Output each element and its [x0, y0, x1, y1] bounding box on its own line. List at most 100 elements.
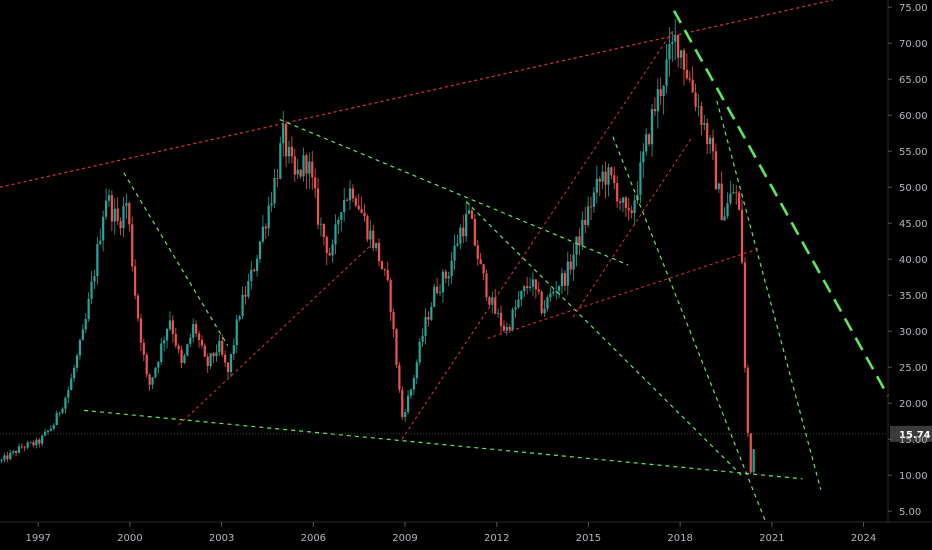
trendline-red-1[interactable]: [0, 0, 834, 188]
trendline-red-9[interactable]: [178, 244, 372, 426]
candle: [621, 196, 625, 213]
trendline-green-8[interactable]: [672, 10, 890, 397]
candle-body: [714, 151, 718, 190]
candle-body: [264, 226, 267, 229]
candle: [224, 350, 227, 368]
candle: [645, 128, 648, 156]
candle: [107, 189, 111, 207]
candle-body: [0, 459, 3, 461]
candle-body: [732, 192, 735, 194]
y-tick-label: 35.00: [899, 291, 928, 302]
candle-body: [273, 177, 276, 204]
candle: [528, 277, 532, 292]
y-tick-label: 10.00: [899, 471, 928, 482]
candle: [438, 284, 442, 297]
candle: [96, 237, 99, 285]
candle: [209, 352, 212, 370]
candle-body: [738, 192, 741, 210]
candle: [253, 268, 256, 272]
candle: [331, 239, 334, 263]
trendline-green-5[interactable]: [123, 172, 229, 346]
candle: [677, 34, 680, 68]
candle: [613, 166, 616, 190]
candle-body: [218, 340, 221, 353]
x-tick-label: 2003: [209, 533, 234, 544]
candle-body: [14, 450, 18, 453]
candle: [520, 290, 523, 307]
candle: [383, 268, 386, 276]
candle-body: [180, 349, 183, 363]
candle: [560, 267, 564, 294]
candle-body: [49, 428, 52, 431]
candle: [473, 214, 476, 247]
candle: [250, 260, 253, 290]
candle: [128, 201, 131, 232]
candle-body: [302, 155, 305, 177]
candle-body: [543, 308, 546, 314]
candle: [497, 308, 500, 318]
y-axis[interactable]: 75.00 70.00 65.00 60.00 55.00 50.00 45.00 40.00…: [888, 3, 928, 518]
y-tick-label: 60.00: [899, 111, 928, 122]
candle: [395, 328, 398, 368]
candle-body: [505, 326, 508, 331]
candle: [494, 288, 497, 315]
candle: [540, 290, 543, 316]
candle-body: [250, 269, 253, 282]
trendline-red-10[interactable]: [401, 28, 675, 440]
candle: [671, 31, 674, 62]
candle-body: [598, 178, 601, 182]
trendline-green-2[interactable]: [84, 409, 803, 480]
candle: [142, 338, 145, 362]
candle-body: [209, 353, 212, 367]
candle-body: [735, 192, 738, 194]
trendline-green-6[interactable]: [612, 136, 767, 523]
candle: [258, 240, 262, 263]
candle-body: [604, 171, 607, 185]
candle: [308, 152, 311, 189]
candle-body: [395, 329, 398, 366]
candle: [450, 251, 453, 284]
candle-body: [157, 361, 160, 368]
y-tick-label: 70.00: [899, 39, 928, 50]
candle: [255, 254, 259, 277]
candle: [134, 259, 137, 300]
candles-layer: [0, 19, 755, 475]
candle-body: [351, 188, 355, 199]
candle: [639, 151, 642, 204]
candle-body: [9, 452, 12, 460]
candle-body: [386, 270, 389, 281]
candle: [192, 318, 195, 343]
candle-body: [703, 123, 706, 125]
trendline-green-3[interactable]: [279, 118, 629, 266]
candle: [206, 353, 209, 373]
candle: [305, 153, 308, 189]
trendline-green-4[interactable]: [465, 201, 742, 476]
candle: [180, 345, 183, 369]
candle-body: [618, 201, 622, 203]
candle: [0, 458, 3, 464]
candle: [340, 211, 343, 232]
candle-body: [160, 343, 163, 362]
candle-body: [601, 171, 604, 182]
candle-body: [508, 326, 511, 330]
last-price-label: 15.74: [899, 430, 931, 441]
trendline-green-7[interactable]: [716, 100, 822, 490]
candle: [650, 103, 654, 157]
candle: [189, 333, 192, 347]
candle: [316, 177, 320, 230]
candle-body: [415, 362, 418, 379]
candle: [174, 327, 177, 349]
candle: [122, 196, 125, 238]
x-axis[interactable]: 1997 2000 2003 2006 2009 2012 2015 2018 2021 2024: [25, 522, 876, 544]
candle: [380, 260, 384, 270]
candle-body: [107, 195, 111, 201]
candle-body: [720, 183, 723, 221]
candle-body: [688, 78, 691, 80]
candle: [717, 182, 720, 194]
candle-body: [340, 212, 343, 220]
candle-body: [645, 134, 648, 152]
candle: [125, 193, 128, 219]
candle: [226, 361, 230, 379]
candle-body: [113, 208, 116, 222]
